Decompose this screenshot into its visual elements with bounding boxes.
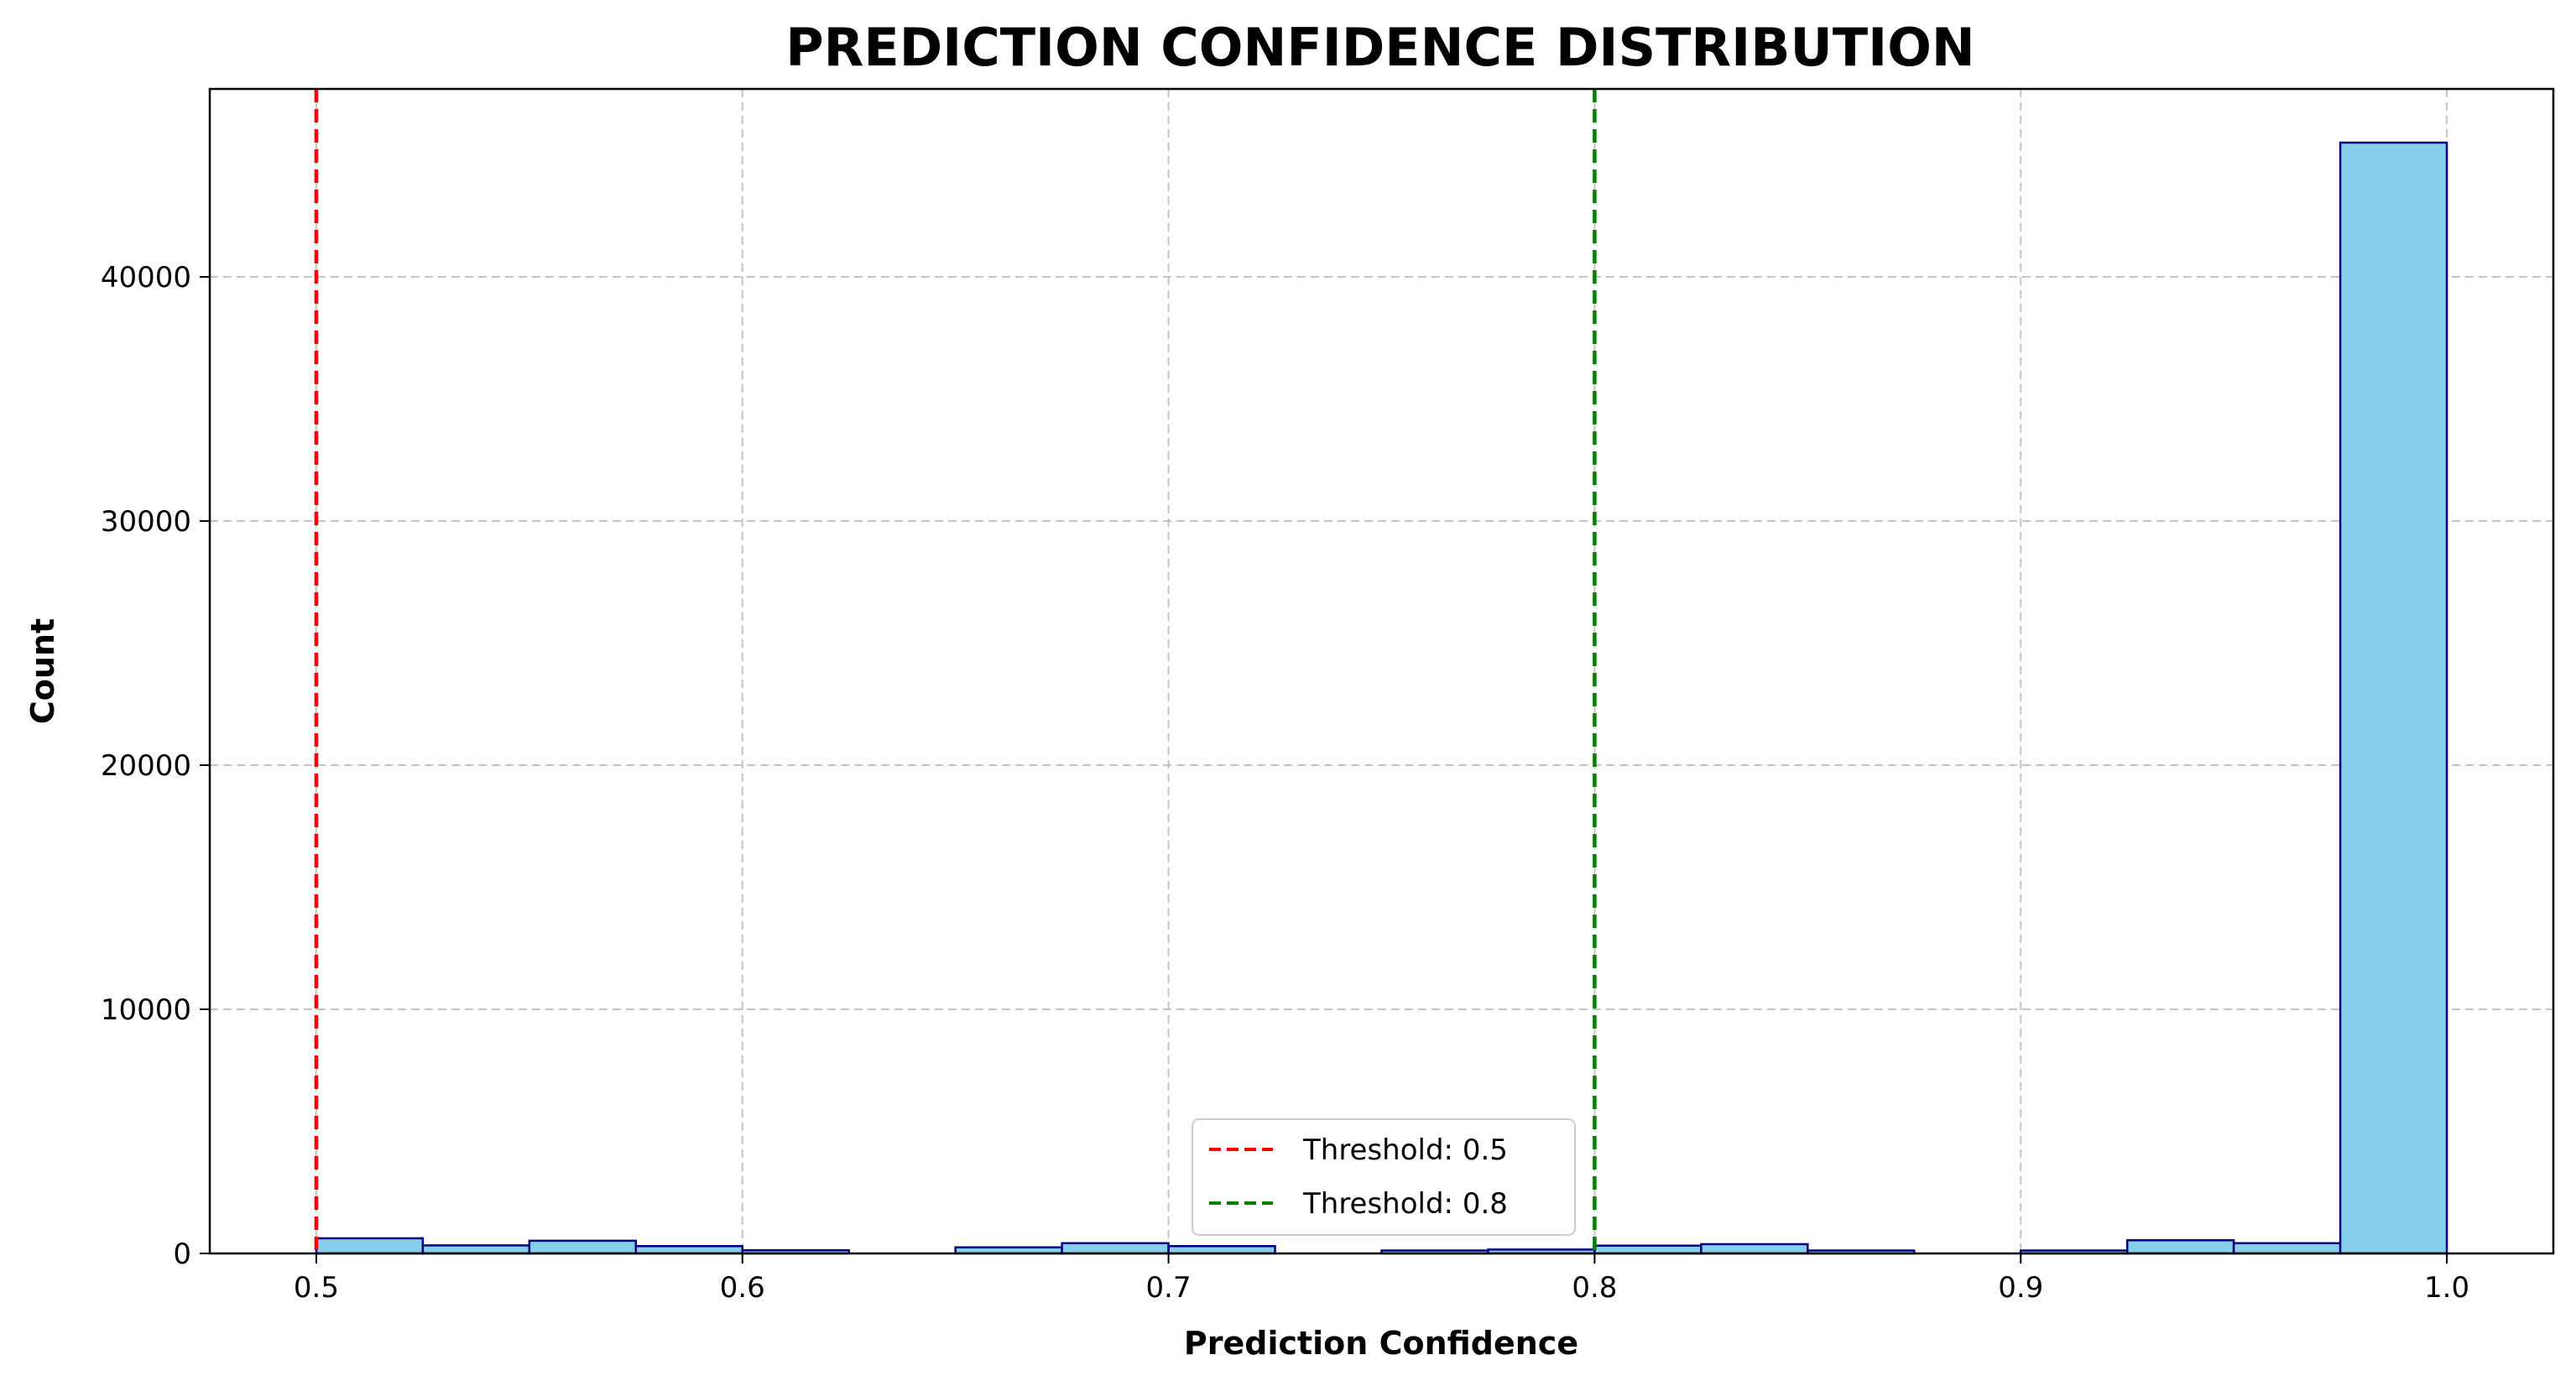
x-tick-label-0.8: 0.8: [1572, 1271, 1617, 1305]
y-tick-label-0: 0: [173, 1238, 191, 1271]
chart-title: PREDICTION CONFIDENCE DISTRIBUTION: [785, 17, 1975, 78]
x-tick-label-0.6: 0.6: [720, 1271, 765, 1305]
x-axis-title: Prediction Confidence: [1184, 1325, 1578, 1362]
x-tick-label-1.0: 1.0: [2424, 1271, 2469, 1305]
histogram-bar-2: [528, 1239, 638, 1255]
histogram-bar-19: [2339, 141, 2448, 1255]
threshold-lines: [314, 89, 1597, 1253]
y-tick-label-20000: 20000: [101, 749, 191, 783]
legend: Threshold: 0.5 Threshold: 0.8: [1192, 1118, 1576, 1236]
histogram-bar-1: [421, 1244, 531, 1255]
histogram-bar-17: [2125, 1239, 2235, 1255]
histogram-bar-7: [1061, 1242, 1170, 1255]
legend-label-threshold-0.8: Threshold: 0.8: [1302, 1187, 1508, 1221]
histogram-bar-18: [2232, 1242, 2342, 1255]
x-tick-label-0.9: 0.9: [1998, 1271, 2043, 1305]
histogram-bar-12: [1593, 1244, 1703, 1255]
histogram-bar-8: [1167, 1245, 1276, 1255]
plot-frame: [208, 87, 2555, 1255]
x-tick-label-0.5: 0.5: [294, 1271, 339, 1305]
x-axis-ticks: 0.5 0.6 0.7 0.8 0.9 1.0: [294, 1253, 2469, 1305]
histogram-bar-3: [634, 1245, 744, 1255]
x-tick-label-0.7: 0.7: [1146, 1271, 1192, 1305]
histogram-bar-13: [1700, 1243, 1809, 1255]
y-tick-label-40000: 40000: [101, 261, 191, 294]
grid-lines: [210, 89, 2553, 1253]
legend-label-threshold-0.5: Threshold: 0.5: [1302, 1133, 1508, 1167]
y-axis-ticks: 0 10000 20000 30000 40000: [101, 261, 210, 1271]
histogram-bar-0: [315, 1237, 425, 1255]
y-tick-label-30000: 30000: [101, 505, 191, 539]
y-axis-title: Count: [24, 618, 61, 724]
y-tick-label-10000: 10000: [101, 993, 191, 1027]
legend-box: [1192, 1118, 1576, 1236]
